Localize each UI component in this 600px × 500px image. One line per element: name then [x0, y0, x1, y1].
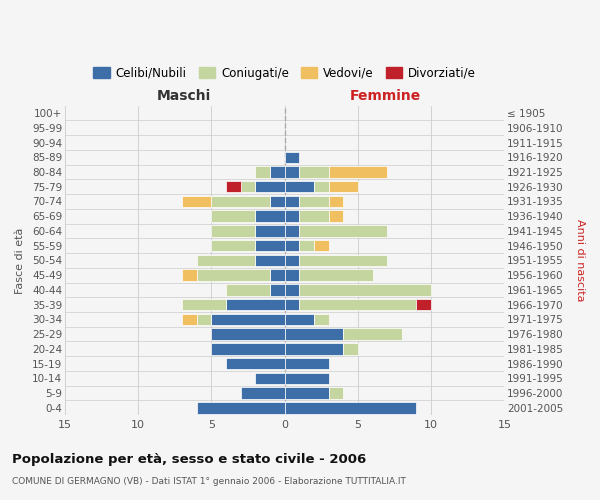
Bar [329, 166, 387, 178]
Text: Popolazione per età, sesso e stato civile - 2006: Popolazione per età, sesso e stato civil… [12, 452, 366, 466]
Bar [197, 314, 211, 325]
Bar [284, 299, 299, 310]
Text: Maschi: Maschi [157, 88, 211, 102]
Bar [284, 181, 314, 192]
Bar [211, 328, 284, 340]
Bar [211, 210, 256, 222]
Bar [299, 299, 416, 310]
Legend: Celibi/Nubili, Coniugati/e, Vedovi/e, Divorziati/e: Celibi/Nubili, Coniugati/e, Vedovi/e, Di… [89, 62, 481, 84]
Bar [416, 299, 431, 310]
Bar [226, 181, 241, 192]
Bar [226, 299, 284, 310]
Bar [256, 254, 284, 266]
Bar [256, 240, 284, 252]
Bar [284, 210, 299, 222]
Y-axis label: Fasce di età: Fasce di età [15, 227, 25, 294]
Bar [182, 299, 226, 310]
Bar [226, 358, 284, 370]
Bar [197, 402, 284, 413]
Bar [299, 196, 329, 207]
Bar [299, 225, 387, 236]
Bar [256, 166, 270, 178]
Bar [284, 254, 299, 266]
Bar [284, 152, 299, 163]
Bar [284, 240, 299, 252]
Bar [241, 181, 256, 192]
Bar [299, 284, 431, 296]
Bar [299, 270, 373, 281]
Bar [284, 328, 343, 340]
Bar [284, 388, 329, 399]
Bar [226, 284, 270, 296]
Bar [284, 372, 329, 384]
Bar [182, 314, 197, 325]
Bar [343, 343, 358, 354]
Bar [197, 270, 270, 281]
Bar [314, 314, 329, 325]
Bar [329, 388, 343, 399]
Y-axis label: Anni di nascita: Anni di nascita [575, 219, 585, 302]
Bar [284, 196, 299, 207]
Bar [284, 402, 416, 413]
Bar [241, 388, 284, 399]
Bar [284, 284, 299, 296]
Bar [197, 254, 256, 266]
Bar [329, 196, 343, 207]
Bar [299, 210, 329, 222]
Bar [329, 210, 343, 222]
Bar [182, 196, 211, 207]
Bar [299, 166, 329, 178]
Bar [256, 210, 284, 222]
Bar [256, 181, 284, 192]
Bar [270, 284, 284, 296]
Bar [299, 254, 387, 266]
Text: Femmine: Femmine [350, 88, 421, 102]
Bar [211, 240, 256, 252]
Bar [256, 225, 284, 236]
Text: COMUNE DI GERMAGNO (VB) - Dati ISTAT 1° gennaio 2006 - Elaborazione TUTTITALIA.I: COMUNE DI GERMAGNO (VB) - Dati ISTAT 1° … [12, 478, 406, 486]
Bar [211, 225, 256, 236]
Bar [284, 166, 299, 178]
Bar [343, 328, 402, 340]
Bar [256, 372, 284, 384]
Bar [314, 240, 329, 252]
Bar [270, 270, 284, 281]
Bar [314, 181, 329, 192]
Bar [284, 270, 299, 281]
Bar [329, 181, 358, 192]
Bar [211, 343, 284, 354]
Bar [211, 314, 284, 325]
Bar [299, 240, 314, 252]
Bar [284, 314, 314, 325]
Bar [211, 196, 270, 207]
Bar [284, 225, 299, 236]
Bar [270, 196, 284, 207]
Bar [284, 343, 343, 354]
Bar [284, 358, 329, 370]
Bar [270, 166, 284, 178]
Bar [182, 270, 197, 281]
